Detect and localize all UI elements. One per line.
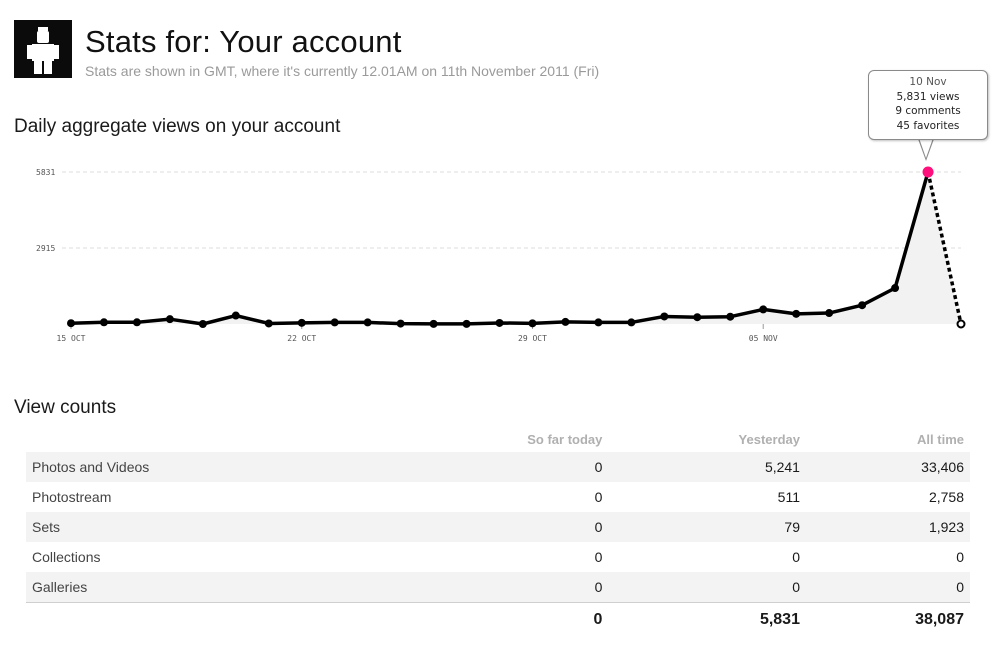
row-label: Sets <box>26 512 374 542</box>
y-tick-label: 5831 <box>36 168 55 177</box>
page-subtitle: Stats are shown in GMT, where it's curre… <box>85 63 600 79</box>
data-point <box>297 318 306 327</box>
cell-all-time: 1,923 <box>805 512 970 542</box>
data-point <box>462 319 471 328</box>
data-point <box>396 319 405 328</box>
chart-area <box>71 172 961 324</box>
total-yesterday: 5,831 <box>608 602 806 637</box>
tooltip-comments: 9 comments <box>895 105 961 117</box>
data-point <box>858 301 867 310</box>
cell-yesterday: 79 <box>608 512 806 542</box>
data-point <box>99 318 108 327</box>
data-point <box>759 305 768 314</box>
tooltip-favorites: 45 favorites <box>896 119 960 132</box>
tooltip-date: 10 Nov <box>909 76 947 88</box>
tooltip-pointer-inner <box>919 138 933 158</box>
view-counts-table: So far today Yesterday All time Photos a… <box>26 426 970 637</box>
row-label: Photos and Videos <box>26 452 374 482</box>
data-point <box>726 312 735 321</box>
data-point <box>528 319 537 328</box>
data-point <box>231 311 240 320</box>
cell-all-time: 33,406 <box>805 452 970 482</box>
page-title: Stats for: Your account <box>85 24 402 59</box>
data-point <box>132 318 141 327</box>
total-all-time: 38,087 <box>805 602 970 637</box>
x-tick-label: 05 NOV <box>749 334 778 343</box>
x-tick-label: 15 OCT <box>57 334 86 343</box>
data-point <box>891 284 900 293</box>
cell-all-time: 2,758 <box>928 489 964 505</box>
avatar[interactable] <box>14 20 72 78</box>
data-point <box>495 318 504 327</box>
cell-so-far-today: 0 <box>373 512 609 542</box>
cell-all-time: 0 <box>956 549 964 565</box>
data-point-highlighted <box>922 166 934 178</box>
views-chart: 2915 5831 15 OCT 22 OCT 29 OCT 05 NOV <box>36 166 966 343</box>
total-so-far-today: 0 <box>373 602 609 637</box>
cell-yesterday: 0 <box>608 572 806 603</box>
row-label: Galleries <box>26 572 374 603</box>
table-row: Photos and Videos 0 5,241 33,406 <box>26 452 970 482</box>
data-point <box>561 317 570 326</box>
lego-figure-icon <box>27 27 59 74</box>
totals-row: 0 5,831 38,087 <box>26 602 970 637</box>
chart-title: Daily aggregate views on your account <box>14 116 341 137</box>
table-row: Sets 0 79 1,923 <box>26 512 970 542</box>
y-tick-label: 2915 <box>36 244 55 253</box>
cell-yesterday: 511 <box>777 489 800 505</box>
row-label: Collections <box>32 549 101 565</box>
table-row: Galleries 0 0 0 <box>26 572 970 603</box>
data-point <box>792 309 801 318</box>
cell-yesterday: 0 <box>792 549 800 565</box>
totals-label <box>26 602 374 637</box>
data-point <box>594 318 603 327</box>
chart-tooltip: 10 Nov 5,831 views 9 comments 45 favorit… <box>868 70 988 140</box>
table-row: Collections 0 0 0 <box>26 542 970 572</box>
row-label: Photostream <box>32 489 112 505</box>
cell-so-far-today: 0 <box>373 572 609 603</box>
data-point <box>363 318 372 327</box>
cell-so-far-today: 0 <box>594 549 603 565</box>
tooltip-views: 5,831 views <box>896 90 960 103</box>
data-point <box>67 319 75 328</box>
column-header-all-time: All time <box>917 431 964 447</box>
data-point <box>660 312 669 321</box>
data-point <box>330 318 339 327</box>
column-header <box>26 426 374 452</box>
table-header-row: So far today Yesterday All time <box>26 426 970 452</box>
data-point <box>264 319 273 328</box>
x-tick-label: 22 OCT <box>287 334 316 343</box>
data-point <box>198 320 207 328</box>
view-counts-title: View counts <box>14 397 117 418</box>
cell-yesterday: 5,241 <box>608 452 806 482</box>
cell-all-time: 0 <box>805 572 970 603</box>
data-point <box>429 319 438 328</box>
x-tick-label: 29 OCT <box>518 334 547 343</box>
cell-so-far-today: 0 <box>373 452 609 482</box>
data-point <box>165 315 174 324</box>
cell-so-far-today: 0 <box>594 489 603 505</box>
series-line-partial <box>926 171 963 325</box>
column-header-so-far-today: So far today <box>527 431 603 447</box>
data-point <box>693 313 702 322</box>
table-row: Photostream 0 511 2,758 <box>26 482 970 512</box>
data-point <box>825 309 834 318</box>
column-header-yesterday: Yesterday <box>738 431 800 447</box>
data-point-partial <box>956 319 966 329</box>
data-point <box>627 318 636 327</box>
